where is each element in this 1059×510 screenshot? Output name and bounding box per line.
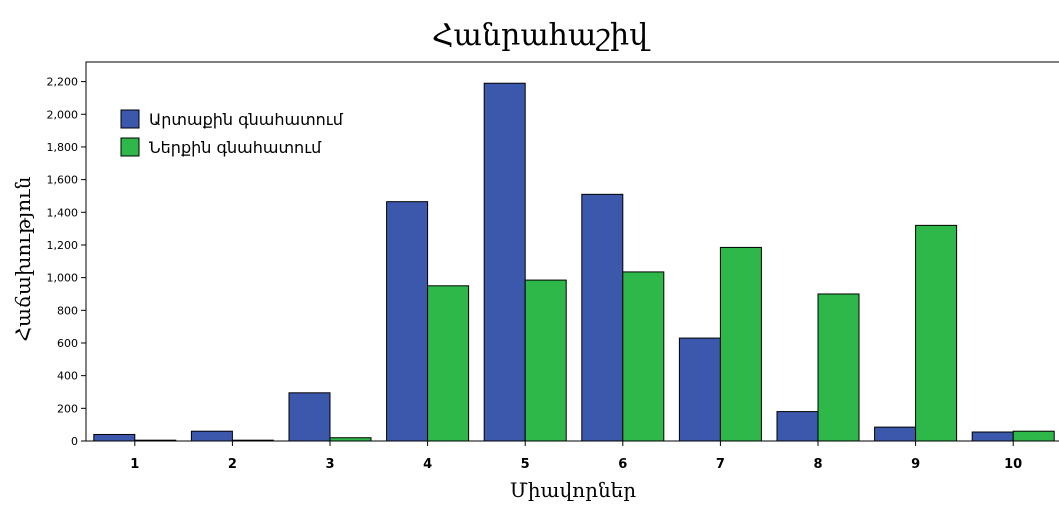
- y-tick-label: 1,600: [47, 174, 79, 187]
- bar-series-2-cat-9: [915, 224, 958, 442]
- bars: [93, 82, 1055, 442]
- x-tick-label: 2: [228, 457, 237, 472]
- legend: Արտաքին գնահատում Ներքին գնահատում: [120, 109, 344, 157]
- x-tick-label: 6: [618, 457, 627, 472]
- legend-swatch: [120, 137, 140, 157]
- y-tick-label: 600: [57, 337, 78, 350]
- x-tick-label: 10: [1004, 457, 1022, 472]
- bar-series-2-cat-1: [134, 439, 177, 442]
- x-tick-label: 3: [325, 457, 334, 472]
- y-tick-label: 1,400: [47, 206, 79, 219]
- x-tick-label: 9: [911, 457, 920, 472]
- bar-series-2-cat-4: [427, 285, 470, 442]
- bar-series-2-cat-6: [622, 271, 665, 442]
- bar-series-2-cat-5: [524, 279, 567, 442]
- x-axis-label: Միավորներ: [510, 478, 636, 502]
- y-axis-label: Հաճախություն: [11, 176, 35, 341]
- bar-series-2-cat-10: [1012, 430, 1055, 442]
- chart-title: Հանրահաշիվ: [432, 18, 651, 53]
- x-tick-label: 4: [423, 457, 432, 472]
- bar-series-1-cat-5: [483, 82, 526, 442]
- y-tick-label: 400: [57, 370, 78, 383]
- bar-series-1-cat-9: [874, 426, 917, 442]
- x-tick-label: 7: [716, 457, 725, 472]
- y-tick-label: 800: [57, 304, 78, 317]
- bar-series-1-cat-10: [971, 431, 1014, 442]
- y-tick-label: 1,200: [47, 239, 79, 252]
- legend-swatch: [120, 109, 140, 129]
- x-tick-label: 1: [130, 457, 139, 472]
- legend-label: Արտաքին գնահատում: [149, 110, 344, 129]
- bar-series-2-cat-8: [817, 293, 860, 442]
- x-tick-label: 8: [813, 457, 822, 472]
- bar-series-1-cat-7: [678, 337, 721, 442]
- bar-series-1-cat-6: [581, 193, 624, 442]
- bar-series-2-cat-7: [719, 246, 762, 442]
- bar-series-1-cat-3: [288, 392, 331, 442]
- y-tick-label: 1,000: [47, 272, 79, 285]
- y-tick-label: 1,800: [47, 141, 79, 154]
- bar-series-2-cat-2: [231, 439, 274, 442]
- x-axis: 1 2 3 4 5 6 7 8 9 10: [130, 441, 1022, 472]
- y-tick-label: 200: [57, 402, 78, 415]
- bar-series-1-cat-2: [190, 430, 233, 442]
- legend-label: Ներքին գնահատում: [149, 138, 322, 157]
- y-tick-label: 0: [71, 435, 78, 448]
- y-tick-label: 2,000: [47, 108, 79, 121]
- bar-series-2-cat-3: [329, 437, 372, 442]
- y-tick-label: 2,200: [47, 76, 79, 89]
- bar-series-1-cat-4: [386, 201, 429, 442]
- y-axis: 0 200 400 600 800 1,000 1,200 1,400 1,600 1,800 2,…: [47, 76, 86, 448]
- plot-area: [85, 61, 1059, 442]
- bar-series-1-cat-8: [776, 411, 819, 442]
- x-tick-label: 5: [521, 457, 530, 472]
- bar-series-1-cat-1: [93, 433, 136, 442]
